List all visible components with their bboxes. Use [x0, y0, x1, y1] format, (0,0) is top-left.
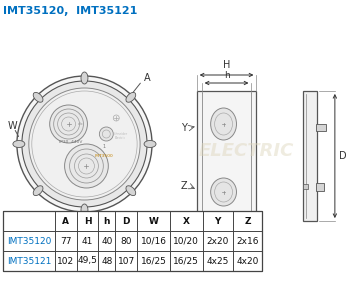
Text: W: W	[8, 121, 18, 131]
Text: 107: 107	[118, 257, 135, 266]
Bar	[303, 91, 317, 221]
Circle shape	[50, 105, 87, 143]
Text: 2x20: 2x20	[206, 237, 229, 245]
Text: D: D	[339, 151, 347, 161]
Text: IMT35120,  IMT35121: IMT35120, IMT35121	[3, 6, 137, 16]
Ellipse shape	[144, 141, 156, 147]
Text: 4x20: 4x20	[236, 257, 259, 266]
Bar	[197, 91, 256, 221]
Circle shape	[29, 88, 140, 200]
Text: A: A	[62, 216, 69, 225]
Text: 40: 40	[101, 237, 112, 245]
Text: 4x25: 4x25	[206, 257, 229, 266]
Text: H: H	[223, 60, 230, 70]
Text: W: W	[149, 216, 158, 225]
Ellipse shape	[81, 72, 88, 84]
Text: X: X	[93, 220, 100, 230]
Text: H: H	[84, 216, 91, 225]
Text: IMT3500: IMT3500	[95, 154, 114, 158]
Circle shape	[100, 127, 113, 141]
Ellipse shape	[126, 186, 136, 196]
Text: Z: Z	[180, 181, 187, 191]
Text: 16/25: 16/25	[173, 257, 199, 266]
Ellipse shape	[33, 186, 43, 196]
Text: Y: Y	[181, 123, 187, 133]
Text: 10/16: 10/16	[141, 237, 167, 245]
Text: Schneider
Electric: Schneider Electric	[113, 132, 128, 140]
Text: Y: Y	[214, 216, 221, 225]
Bar	[316, 124, 326, 131]
Text: D: D	[122, 216, 130, 225]
Bar	[316, 183, 324, 191]
Text: 48: 48	[101, 257, 112, 266]
Circle shape	[65, 144, 108, 188]
Text: 10/20: 10/20	[173, 237, 199, 245]
Text: 49,5: 49,5	[78, 257, 97, 266]
Ellipse shape	[211, 108, 237, 140]
Text: elc: elc	[78, 122, 84, 126]
Text: ELECTRIC: ELECTRIC	[199, 142, 294, 160]
Ellipse shape	[33, 92, 43, 102]
Text: 2x16: 2x16	[236, 237, 259, 245]
Text: 16/25: 16/25	[141, 257, 166, 266]
Ellipse shape	[13, 141, 25, 147]
Text: 41: 41	[82, 237, 93, 245]
Bar	[303, 184, 308, 189]
Text: A: A	[144, 73, 151, 83]
Circle shape	[22, 81, 147, 207]
Ellipse shape	[211, 178, 237, 206]
Text: 102: 102	[57, 257, 74, 266]
Text: Z: Z	[244, 216, 251, 225]
Text: 77: 77	[60, 237, 71, 245]
Ellipse shape	[81, 204, 88, 216]
Text: IP30  440V: IP30 440V	[59, 140, 82, 144]
Text: 80: 80	[120, 237, 132, 245]
Circle shape	[17, 76, 152, 212]
Text: 1: 1	[103, 144, 106, 149]
Bar	[3, 211, 262, 271]
Ellipse shape	[126, 92, 136, 102]
Text: h: h	[224, 71, 229, 80]
Text: IMT35120: IMT35120	[7, 237, 51, 245]
Text: h: h	[104, 216, 110, 225]
Text: IMT35121: IMT35121	[7, 257, 51, 266]
Text: X: X	[183, 216, 190, 225]
